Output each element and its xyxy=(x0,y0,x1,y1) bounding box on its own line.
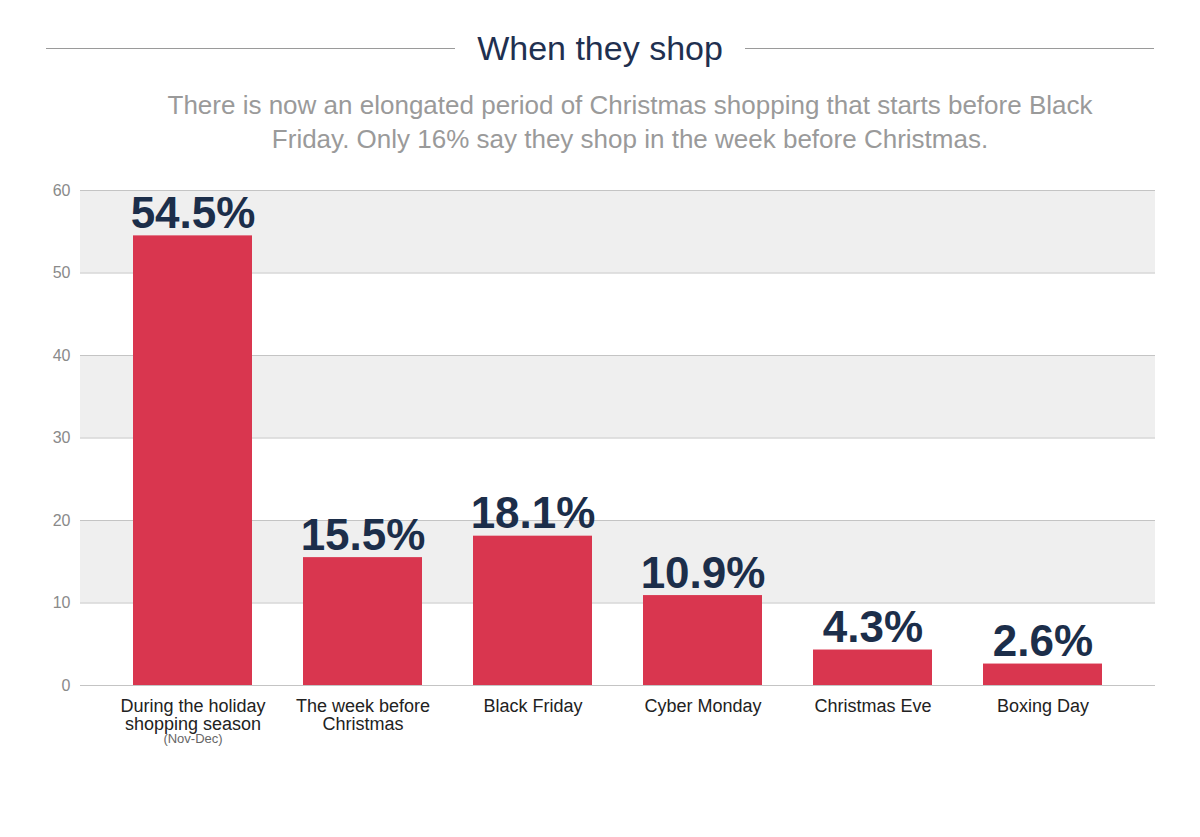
svg-text:During the holidayshopping sea: During the holidayshopping season(Nov-De… xyxy=(120,696,265,746)
svg-text:2.6%: 2.6% xyxy=(993,616,1093,665)
svg-text:40: 40 xyxy=(53,347,71,364)
svg-text:Christmas Eve: Christmas Eve xyxy=(814,696,931,716)
svg-text:30: 30 xyxy=(53,429,71,446)
svg-text:Cyber Monday: Cyber Monday xyxy=(644,696,761,716)
svg-text:4.3%: 4.3% xyxy=(823,602,923,651)
svg-text:Boxing Day: Boxing Day xyxy=(997,696,1089,716)
svg-text:The week beforeChristmas: The week beforeChristmas xyxy=(296,696,430,734)
svg-text:20: 20 xyxy=(53,512,71,529)
svg-text:10.9%: 10.9% xyxy=(641,548,766,597)
svg-text:60: 60 xyxy=(53,182,71,199)
html-text:When they shop: When they shop xyxy=(477,28,723,67)
svg-text:18.1%: 18.1% xyxy=(471,488,596,537)
html-text:There is now an elongated peri: There is now an elongated period of Chri… xyxy=(167,90,1093,154)
svg-text:54.5%: 54.5% xyxy=(131,188,256,237)
svg-text:10: 10 xyxy=(53,594,71,611)
svg-text:50: 50 xyxy=(53,264,71,281)
svg-text:0: 0 xyxy=(62,677,71,694)
svg-text:Black Friday: Black Friday xyxy=(483,696,582,716)
svg-text:15.5%: 15.5% xyxy=(301,510,426,559)
